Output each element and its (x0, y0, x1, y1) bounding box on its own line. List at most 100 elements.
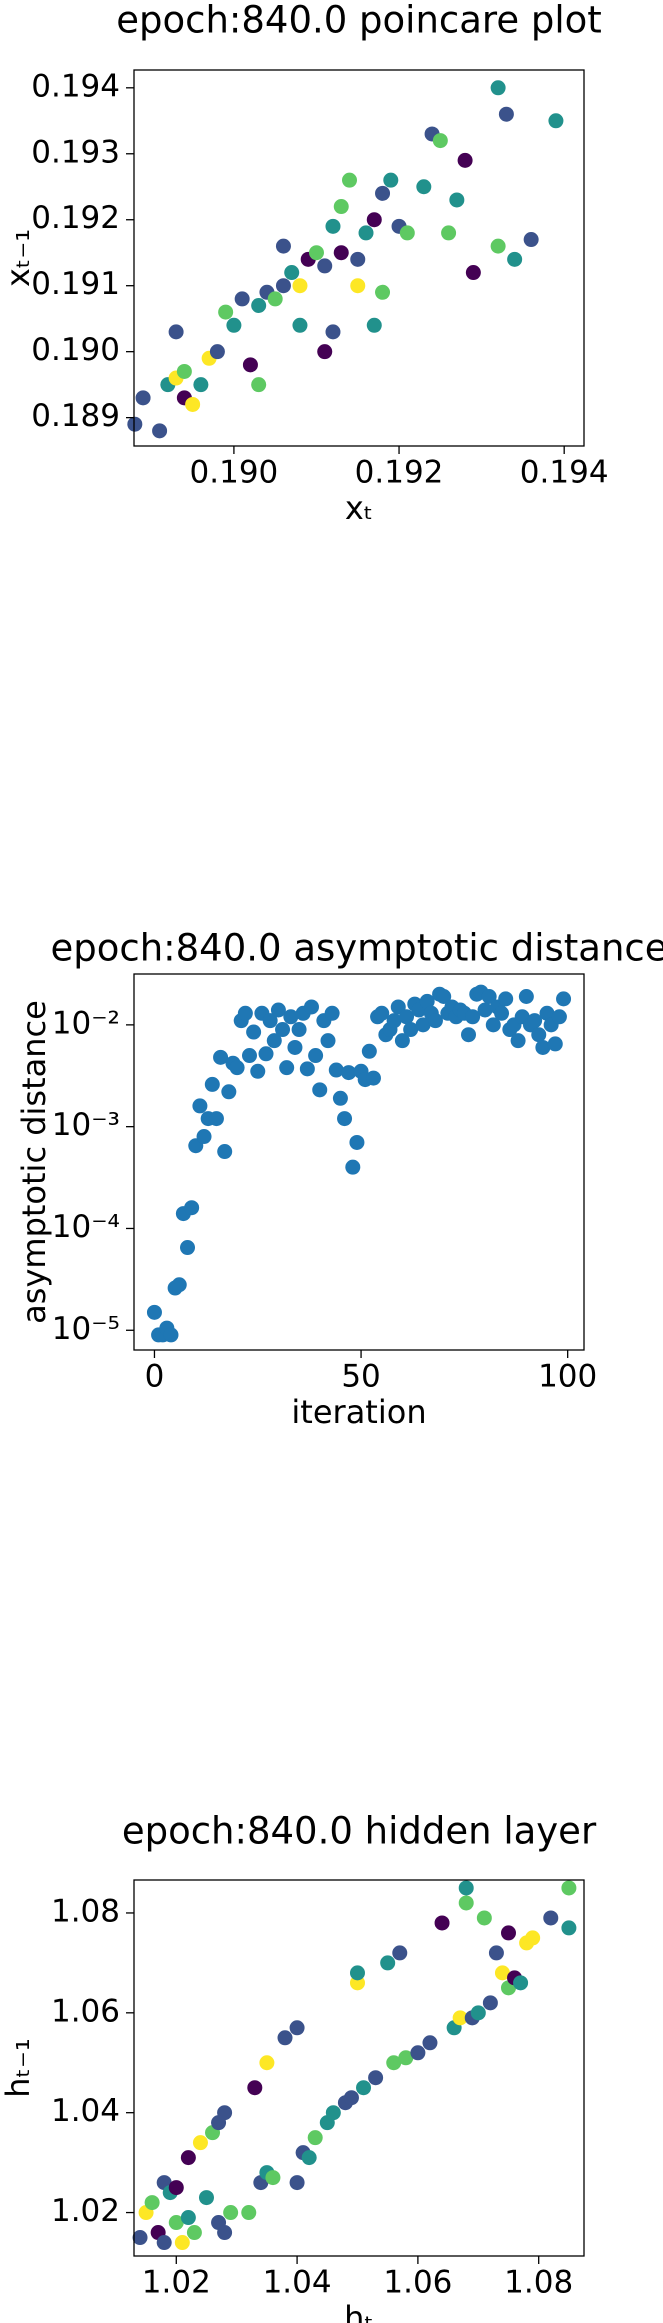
x-tick-label: 50 (341, 1359, 380, 1395)
point (163, 1327, 179, 1343)
point (213, 1049, 229, 1065)
point (184, 1200, 200, 1216)
point (482, 1995, 498, 2011)
y-tick-label: 10⁻³ (52, 1107, 120, 1143)
point (289, 2020, 305, 2036)
point (477, 1002, 493, 1018)
point (217, 1144, 233, 1160)
point (465, 1009, 481, 1025)
point (275, 238, 291, 254)
plot-frame (133, 1879, 585, 2257)
point (292, 278, 308, 294)
y-tick-label: 0.189 (31, 398, 120, 434)
point (333, 199, 349, 215)
point (539, 1005, 555, 1021)
point (325, 218, 341, 234)
point (192, 1098, 208, 1114)
point (317, 344, 333, 360)
y-tick-label: 1.06 (51, 1993, 120, 2029)
point (366, 212, 382, 228)
point (146, 1304, 162, 1320)
point (476, 1910, 492, 1926)
point (180, 2210, 196, 2226)
point (481, 988, 497, 1004)
point (498, 991, 514, 1007)
point (333, 245, 349, 261)
point (185, 396, 201, 412)
point (307, 2130, 323, 2146)
point (358, 225, 374, 241)
chart-title: epoch:840.0 asymptotic distance (50, 927, 663, 970)
x-tick-label: 0.194 (520, 455, 609, 491)
point (547, 1036, 563, 1052)
point (301, 2150, 317, 2166)
x-tick-label: 1.02 (142, 2265, 211, 2301)
point (275, 1022, 291, 1038)
point (518, 988, 534, 1004)
point (436, 988, 452, 1004)
point (320, 1033, 336, 1049)
point (287, 1039, 303, 1055)
point (525, 1930, 541, 1946)
y-tick-label: 1.08 (51, 1893, 120, 1929)
y-tick-label: 0.190 (31, 332, 120, 368)
point (461, 1027, 477, 1043)
point (325, 2105, 341, 2121)
point (132, 2230, 148, 2246)
point (394, 1033, 410, 1049)
point (262, 1013, 278, 1029)
point (390, 999, 406, 1015)
y-tick-label: 0.192 (31, 200, 120, 236)
point (180, 2150, 196, 2166)
point (458, 1895, 474, 1911)
point (325, 324, 341, 340)
point (548, 113, 564, 129)
point (349, 1134, 365, 1150)
point (174, 2235, 190, 2251)
x-tick-label: 1.04 (263, 2265, 332, 2301)
point (237, 1005, 253, 1021)
point (168, 2215, 184, 2231)
point (561, 1880, 577, 1896)
point (198, 2190, 214, 2206)
point (488, 1945, 504, 1961)
point (209, 344, 225, 360)
point (350, 278, 366, 294)
point (403, 1022, 419, 1038)
point (419, 993, 435, 1009)
point (531, 1027, 547, 1043)
point (221, 1084, 237, 1100)
point (494, 1965, 510, 1981)
point (241, 1048, 257, 1064)
point (415, 1017, 431, 1033)
point (386, 2055, 402, 2071)
x-tick-label: 1.08 (504, 2265, 573, 2301)
point (208, 1111, 224, 1127)
y-axis-label: hₜ₋₁ (0, 2038, 37, 2097)
y-tick-label: 10⁻⁴ (52, 1209, 120, 1245)
point (485, 1017, 501, 1033)
point (375, 284, 391, 300)
point (250, 1063, 266, 1079)
point (308, 245, 324, 261)
point (345, 1159, 361, 1175)
x-axis-label: iteration (291, 1393, 426, 1431)
y-axis-label: xₜ₋₁ (0, 229, 37, 287)
point (241, 2205, 257, 2221)
point (458, 1880, 474, 1896)
point (332, 1090, 348, 1106)
point (368, 2070, 384, 2086)
point (127, 416, 143, 432)
point (275, 278, 291, 294)
point (356, 2080, 372, 2096)
point (223, 2205, 239, 2221)
point (410, 2045, 426, 2061)
point (441, 225, 457, 241)
point (543, 1910, 559, 1926)
point (398, 2050, 414, 2066)
point (490, 80, 506, 96)
point (342, 172, 358, 188)
point (193, 377, 209, 393)
point (218, 304, 234, 320)
